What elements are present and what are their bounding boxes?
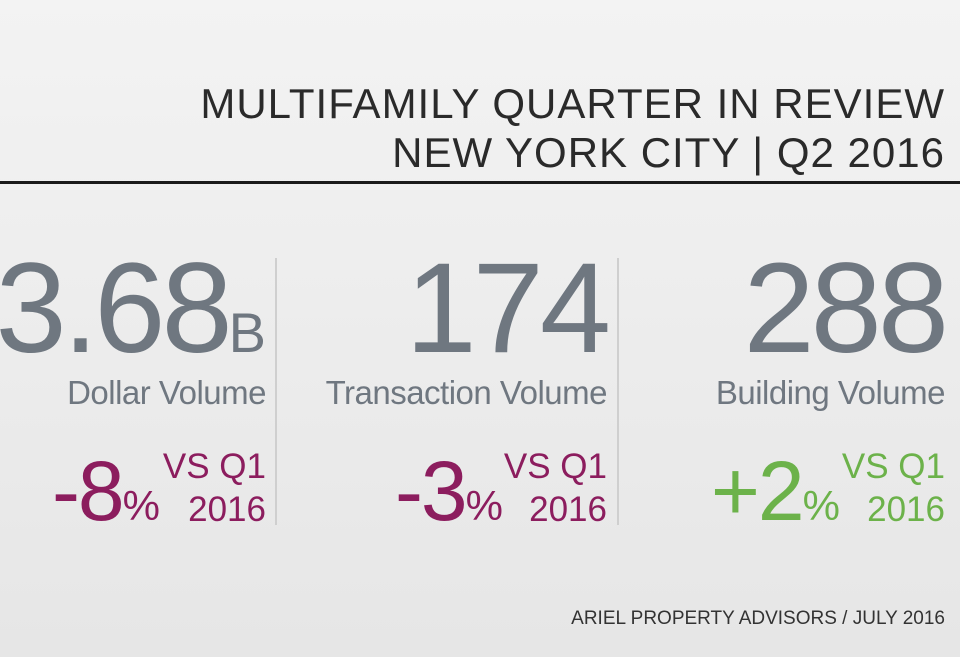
change-unit: % <box>466 482 503 529</box>
stat-value: 288 <box>743 237 945 380</box>
stat-value: $3.68B <box>0 237 266 380</box>
comparison-year: 2016 <box>188 490 266 529</box>
stat-label: Building Volume <box>716 374 945 411</box>
comparison-year: 2016 <box>529 490 607 529</box>
change: -8 <box>52 444 123 538</box>
subtitle: NEW YORK CITY | Q2 2016 <box>392 129 945 176</box>
stat-value: 174 <box>405 237 607 380</box>
stat-label: Dollar Volume <box>67 374 266 411</box>
title: MULTIFAMILY QUARTER IN REVIEW <box>200 80 945 127</box>
suffix: B <box>229 301 266 364</box>
footer: ARIEL PROPERTY ADVISORS / JULY 2016 <box>571 608 945 629</box>
stat-change: +2% <box>711 444 840 538</box>
change-unit: % <box>803 482 840 529</box>
stat-change: -8% <box>52 444 160 538</box>
value: 3.68 <box>0 237 229 380</box>
change: -3 <box>395 444 466 538</box>
header-rule <box>0 181 960 184</box>
comparison-year: 2016 <box>867 490 945 529</box>
stat-change: -3% <box>395 444 503 538</box>
stat-label: Transaction Volume <box>326 374 607 411</box>
change-unit: % <box>123 482 160 529</box>
comparison: VS Q1 <box>504 447 607 486</box>
comparison: VS Q1 <box>163 447 266 486</box>
change: +2 <box>711 444 803 538</box>
comparison: VS Q1 <box>842 447 945 486</box>
